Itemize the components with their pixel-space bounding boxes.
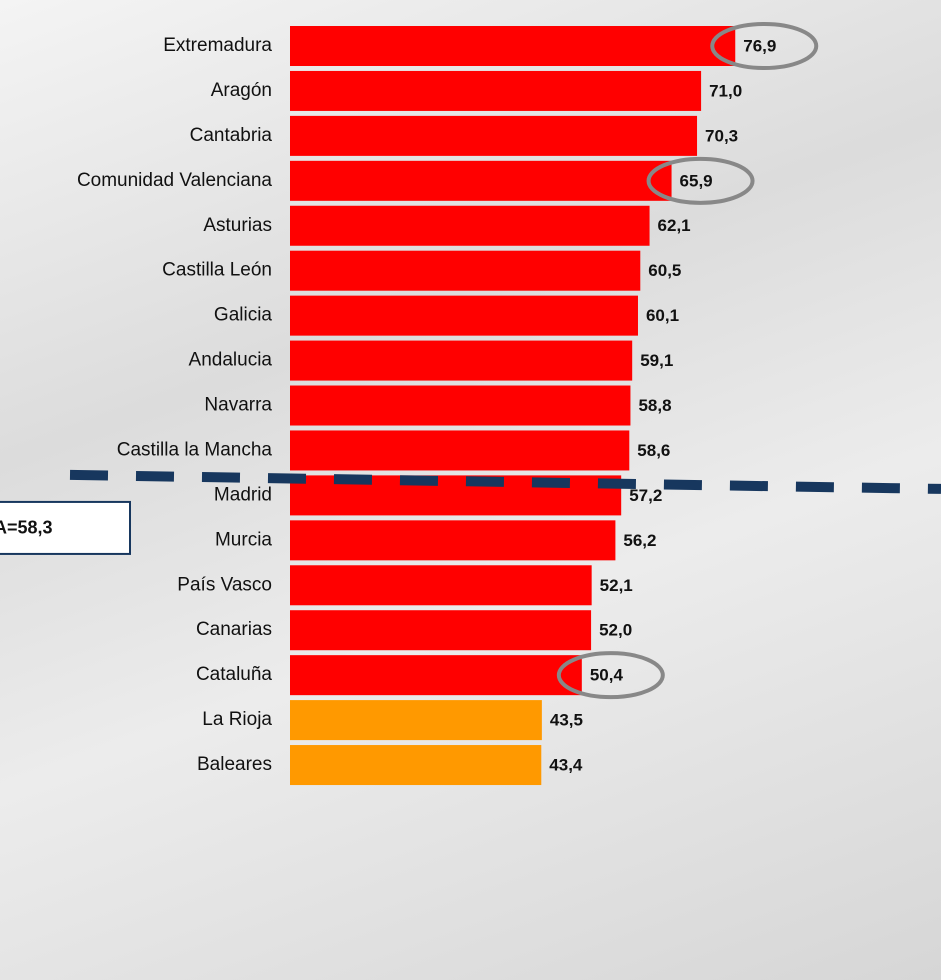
- category-label: La Rioja: [202, 709, 272, 730]
- highlight-circle: [556, 651, 665, 700]
- bar: [290, 430, 630, 471]
- value-label: 60,1: [646, 306, 679, 325]
- bar: [290, 115, 698, 156]
- bar: [290, 520, 616, 561]
- category-label: Madrid: [214, 484, 272, 505]
- value-label: 52,1: [600, 576, 633, 595]
- value-label: 62,1: [658, 216, 691, 235]
- bar: [290, 565, 592, 606]
- category-label: Murcia: [215, 529, 272, 550]
- category-label: Cataluña: [196, 664, 272, 685]
- value-label: 52,0: [599, 621, 632, 640]
- category-label: Navarra: [204, 395, 272, 416]
- value-label: 56,2: [623, 531, 656, 550]
- category-label: Andalucia: [189, 350, 273, 371]
- category-label: Cantabria: [190, 125, 273, 146]
- value-label: 76,9: [743, 36, 776, 55]
- category-label: Baleares: [197, 754, 272, 775]
- bar: [290, 610, 592, 651]
- bar: [290, 70, 702, 111]
- category-label: País Vasco: [177, 574, 272, 595]
- value-label: 70,3: [705, 126, 738, 145]
- bar: [290, 295, 638, 336]
- highlight-circle: [646, 156, 755, 205]
- category-label: Galicia: [214, 305, 273, 326]
- category-label: Comunidad Valenciana: [77, 170, 272, 191]
- category-label: Aragón: [211, 80, 272, 101]
- bar: [290, 385, 631, 426]
- reference-box: [0, 500, 131, 555]
- value-label: 71,0: [709, 81, 742, 100]
- category-label: Castilla León: [162, 260, 272, 281]
- value-label: 50,4: [590, 666, 624, 685]
- category-label: Asturias: [203, 215, 272, 236]
- bar: [290, 160, 672, 201]
- bar: [290, 205, 650, 246]
- value-label: 60,5: [648, 261, 681, 280]
- highlight-circle: [710, 22, 819, 70]
- category-label: Canarias: [196, 619, 272, 640]
- bar: [290, 745, 542, 786]
- value-label: 58,8: [638, 396, 671, 415]
- bar: [290, 26, 736, 66]
- category-label: Extremadura: [163, 35, 272, 56]
- value-label: 43,4: [549, 756, 583, 775]
- value-label: 57,2: [629, 486, 662, 505]
- value-label: 58,6: [637, 441, 670, 460]
- bar: [290, 700, 542, 741]
- category-label: Castilla la Mancha: [117, 439, 273, 460]
- value-label: 59,1: [640, 351, 673, 370]
- reference-label: A=58,3: [0, 518, 53, 538]
- value-label: 65,9: [680, 171, 713, 190]
- bar: [290, 340, 633, 381]
- bar: [290, 655, 582, 696]
- value-label: 43,5: [550, 711, 583, 730]
- bar: [290, 250, 641, 291]
- reference-line: [69, 469, 941, 494]
